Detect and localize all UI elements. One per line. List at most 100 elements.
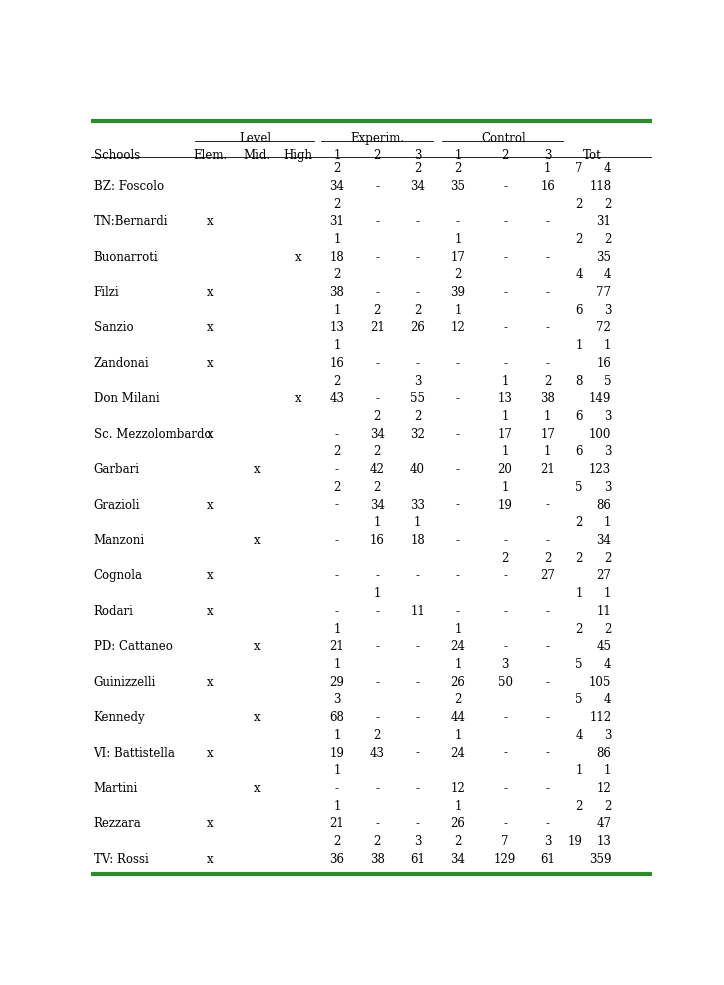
Text: -: - bbox=[503, 286, 507, 299]
Text: 24: 24 bbox=[450, 640, 466, 653]
Text: Rezzara: Rezzara bbox=[93, 818, 141, 830]
Text: 35: 35 bbox=[597, 250, 611, 264]
Text: 16: 16 bbox=[370, 534, 384, 547]
Text: 3: 3 bbox=[604, 410, 611, 423]
Text: 8: 8 bbox=[576, 374, 583, 388]
Text: 1: 1 bbox=[502, 410, 509, 423]
Text: 2: 2 bbox=[414, 410, 421, 423]
Text: 2: 2 bbox=[576, 232, 583, 246]
Text: 61: 61 bbox=[540, 853, 555, 866]
Text: -: - bbox=[546, 640, 550, 653]
Text: -: - bbox=[335, 498, 339, 511]
Text: 2: 2 bbox=[544, 552, 552, 564]
Text: -: - bbox=[503, 357, 507, 370]
Text: -: - bbox=[375, 286, 379, 299]
Text: Zandonai: Zandonai bbox=[93, 357, 149, 370]
Text: 19: 19 bbox=[568, 835, 583, 848]
Text: 1: 1 bbox=[576, 764, 583, 777]
Text: 2: 2 bbox=[502, 552, 509, 564]
Text: Sc. Mezzolombardo: Sc. Mezzolombardo bbox=[93, 427, 211, 440]
Text: -: - bbox=[503, 215, 507, 229]
Text: 1: 1 bbox=[454, 303, 461, 317]
Text: 2: 2 bbox=[604, 552, 611, 564]
Text: 17: 17 bbox=[497, 427, 513, 440]
Text: x: x bbox=[207, 853, 214, 866]
Text: -: - bbox=[456, 357, 460, 370]
Text: 2: 2 bbox=[333, 835, 340, 848]
Text: 42: 42 bbox=[370, 463, 384, 476]
Text: 1: 1 bbox=[576, 339, 583, 353]
Text: 16: 16 bbox=[540, 180, 555, 193]
Text: -: - bbox=[456, 498, 460, 511]
Text: 4: 4 bbox=[604, 658, 611, 671]
Text: 2: 2 bbox=[454, 163, 461, 175]
Text: 12: 12 bbox=[450, 321, 466, 335]
Text: 12: 12 bbox=[597, 782, 611, 795]
Text: -: - bbox=[416, 711, 419, 724]
Text: -: - bbox=[503, 180, 507, 193]
Text: x: x bbox=[207, 357, 214, 370]
Text: 1: 1 bbox=[502, 445, 509, 458]
Text: 3: 3 bbox=[604, 445, 611, 458]
Text: -: - bbox=[546, 711, 550, 724]
Text: 2: 2 bbox=[374, 729, 381, 742]
Text: 3: 3 bbox=[604, 303, 611, 317]
Text: 16: 16 bbox=[597, 357, 611, 370]
Text: -: - bbox=[546, 818, 550, 830]
Text: 1: 1 bbox=[604, 516, 611, 529]
Text: 1: 1 bbox=[544, 163, 552, 175]
Text: 2: 2 bbox=[576, 800, 583, 813]
Text: 12: 12 bbox=[450, 782, 466, 795]
Text: 1: 1 bbox=[604, 587, 611, 600]
Text: 2: 2 bbox=[604, 623, 611, 635]
Text: Tot: Tot bbox=[583, 149, 602, 162]
Text: Don Milani: Don Milani bbox=[93, 392, 159, 405]
Text: x: x bbox=[254, 782, 261, 795]
Text: Rodari: Rodari bbox=[93, 605, 133, 618]
Text: -: - bbox=[503, 782, 507, 795]
Text: 13: 13 bbox=[597, 835, 611, 848]
Text: x: x bbox=[254, 640, 261, 653]
Text: 68: 68 bbox=[329, 711, 345, 724]
Text: 3: 3 bbox=[604, 481, 611, 493]
Text: 1: 1 bbox=[604, 339, 611, 353]
Text: 100: 100 bbox=[589, 427, 611, 440]
Text: 2: 2 bbox=[454, 268, 461, 282]
Text: Experim.: Experim. bbox=[350, 132, 404, 145]
Text: 2: 2 bbox=[454, 835, 461, 848]
Text: x: x bbox=[295, 392, 301, 405]
Text: 29: 29 bbox=[329, 676, 345, 689]
Text: -: - bbox=[335, 782, 339, 795]
Text: 35: 35 bbox=[450, 180, 466, 193]
Text: -: - bbox=[416, 250, 419, 264]
Text: 26: 26 bbox=[450, 676, 466, 689]
Text: -: - bbox=[503, 250, 507, 264]
Text: 2: 2 bbox=[576, 552, 583, 564]
Text: -: - bbox=[375, 605, 379, 618]
Text: x: x bbox=[207, 215, 214, 229]
Text: x: x bbox=[207, 747, 214, 759]
Text: 3: 3 bbox=[604, 729, 611, 742]
Text: 5: 5 bbox=[575, 693, 583, 706]
Text: -: - bbox=[546, 357, 550, 370]
Text: -: - bbox=[546, 250, 550, 264]
Text: -: - bbox=[375, 782, 379, 795]
Text: 3: 3 bbox=[414, 374, 421, 388]
Text: TN:Bernardi: TN:Bernardi bbox=[93, 215, 168, 229]
Text: 3: 3 bbox=[414, 835, 421, 848]
Text: -: - bbox=[456, 534, 460, 547]
Text: -: - bbox=[416, 782, 419, 795]
Text: 4: 4 bbox=[575, 268, 583, 282]
Text: 1: 1 bbox=[414, 516, 421, 529]
Text: 44: 44 bbox=[450, 711, 466, 724]
Text: 19: 19 bbox=[329, 747, 345, 759]
Text: 2: 2 bbox=[544, 374, 552, 388]
Text: Filzi: Filzi bbox=[93, 286, 119, 299]
Text: 43: 43 bbox=[370, 747, 384, 759]
Text: 1: 1 bbox=[333, 149, 340, 162]
Text: 1: 1 bbox=[333, 729, 340, 742]
Text: 2: 2 bbox=[374, 410, 381, 423]
Text: -: - bbox=[456, 463, 460, 476]
Text: 2: 2 bbox=[374, 445, 381, 458]
Text: 61: 61 bbox=[410, 853, 425, 866]
